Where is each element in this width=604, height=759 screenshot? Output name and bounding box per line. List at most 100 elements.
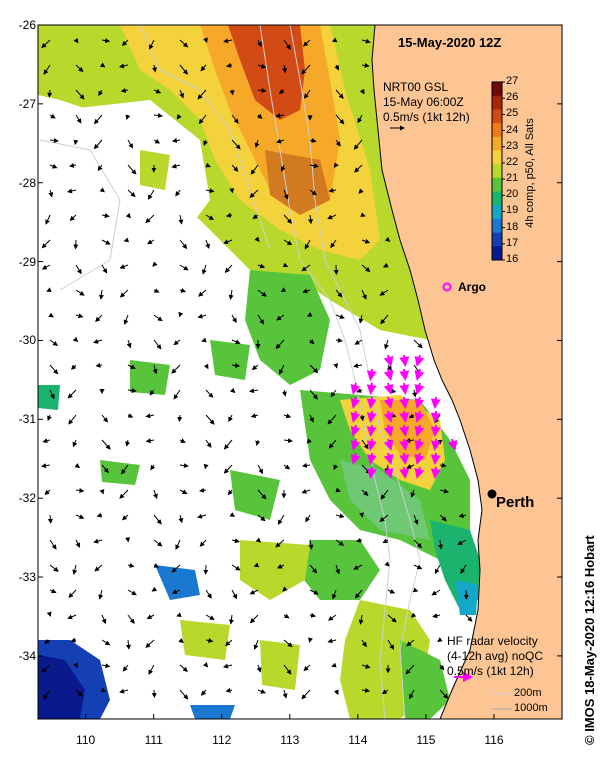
current-arrow <box>250 413 259 419</box>
current-arrow <box>203 37 208 43</box>
current-arrow <box>147 239 155 245</box>
current-arrow <box>380 314 389 325</box>
current-arrow <box>439 514 447 522</box>
current-arrow <box>153 314 163 322</box>
current-arrow <box>41 239 51 249</box>
hf-radar-arrow <box>366 410 377 423</box>
current-arrow <box>231 362 241 368</box>
current-arrow <box>152 364 158 375</box>
hf-radar-arrow <box>366 452 377 465</box>
current-arrow <box>153 113 163 118</box>
current-arrow <box>179 39 189 48</box>
current-arrow <box>257 87 267 93</box>
current-arrow <box>333 689 339 696</box>
current-arrow <box>68 589 77 599</box>
current-arrow <box>231 139 241 150</box>
current-arrow <box>127 364 136 370</box>
current-arrow <box>205 389 214 398</box>
current-arrow <box>127 563 135 568</box>
current-arrow <box>205 414 215 425</box>
current-arrow <box>119 489 129 499</box>
current-arrow <box>335 487 341 493</box>
current-arrow <box>257 689 266 694</box>
current-arrow <box>73 37 79 44</box>
hf-radar-arrow <box>399 410 410 423</box>
sst-colorbar <box>491 81 505 261</box>
current-arrow <box>406 639 415 647</box>
current-arrow <box>150 464 156 471</box>
lon-label: 114 <box>348 733 368 747</box>
current-arrow <box>49 389 55 400</box>
current-arrow <box>153 88 162 94</box>
current-arrow <box>203 463 209 470</box>
current-arrow <box>438 539 444 550</box>
current-arrow <box>302 39 311 47</box>
current-arrow <box>413 539 423 549</box>
current-arrow <box>127 413 134 418</box>
colorbar-segment <box>492 109 502 124</box>
current-arrow <box>379 289 389 296</box>
current-arrow <box>119 63 129 69</box>
current-arrow <box>358 614 364 625</box>
lat-label: -28 <box>18 175 36 190</box>
lon-label: 112 <box>212 733 232 747</box>
hf-radar-arrow <box>366 382 377 395</box>
perth-label: Perth <box>496 494 535 511</box>
colorbar-segment <box>492 136 502 151</box>
current-arrow <box>205 638 214 643</box>
current-arrow <box>179 288 187 293</box>
current-arrow <box>119 264 129 269</box>
current-arrow <box>257 289 267 297</box>
lat-label: -29 <box>18 254 36 269</box>
current-arrow <box>437 637 443 642</box>
current-arrow <box>249 388 259 394</box>
current-arrow <box>99 489 105 495</box>
colorbar-segment <box>492 177 502 193</box>
hf-radar-vectors <box>350 354 458 479</box>
hf-radar-arrow <box>366 466 377 479</box>
current-arrow <box>49 163 58 169</box>
hf-radar-arrow <box>350 410 361 423</box>
current-arrow <box>94 564 103 572</box>
current-arrow <box>231 164 239 172</box>
hf-radar-arrow <box>383 466 394 479</box>
current-arrow <box>153 138 161 144</box>
hf-radar-arrow <box>366 368 377 381</box>
current-arrow <box>308 539 314 550</box>
current-arrow <box>153 539 163 547</box>
colorbar-tick-label: 20 <box>506 188 519 201</box>
current-arrow <box>231 589 238 600</box>
current-arrow <box>198 114 207 125</box>
current-arrow <box>171 564 181 573</box>
current-arrow <box>439 488 449 494</box>
gsl-legend: NRT00 GSL 15-May 06:00Z 0.5m/s (1kt 12h) <box>383 80 470 125</box>
current-arrow <box>119 688 129 694</box>
lon-label: 115 <box>416 733 436 747</box>
current-arrow <box>47 514 53 524</box>
current-arrow <box>145 214 155 224</box>
current-arrow <box>178 638 184 644</box>
current-arrow <box>96 512 103 518</box>
current-arrow <box>413 564 423 570</box>
current-arrow <box>205 614 215 620</box>
current-arrow <box>257 514 266 522</box>
current-arrow <box>249 614 259 624</box>
hf-radar-arrow <box>399 354 410 367</box>
current-arrow <box>328 439 337 449</box>
current-arrow <box>309 364 319 374</box>
lat-label: -26 <box>18 18 36 32</box>
current-arrow <box>223 38 233 44</box>
current-arrow <box>335 314 345 319</box>
current-arrow <box>280 164 286 172</box>
current-arrow <box>120 87 129 93</box>
current-arrow <box>179 239 188 250</box>
current-arrow <box>381 689 389 695</box>
current-arrow <box>251 364 259 371</box>
current-arrow <box>226 62 233 68</box>
colorbar-caption: 4h comp, p50, All Sats <box>524 118 536 228</box>
current-arrow <box>69 214 77 221</box>
current-arrow <box>361 38 371 44</box>
current-arrow <box>334 64 340 71</box>
current-arrow <box>171 364 181 374</box>
hf-radar-arrow <box>383 368 394 381</box>
